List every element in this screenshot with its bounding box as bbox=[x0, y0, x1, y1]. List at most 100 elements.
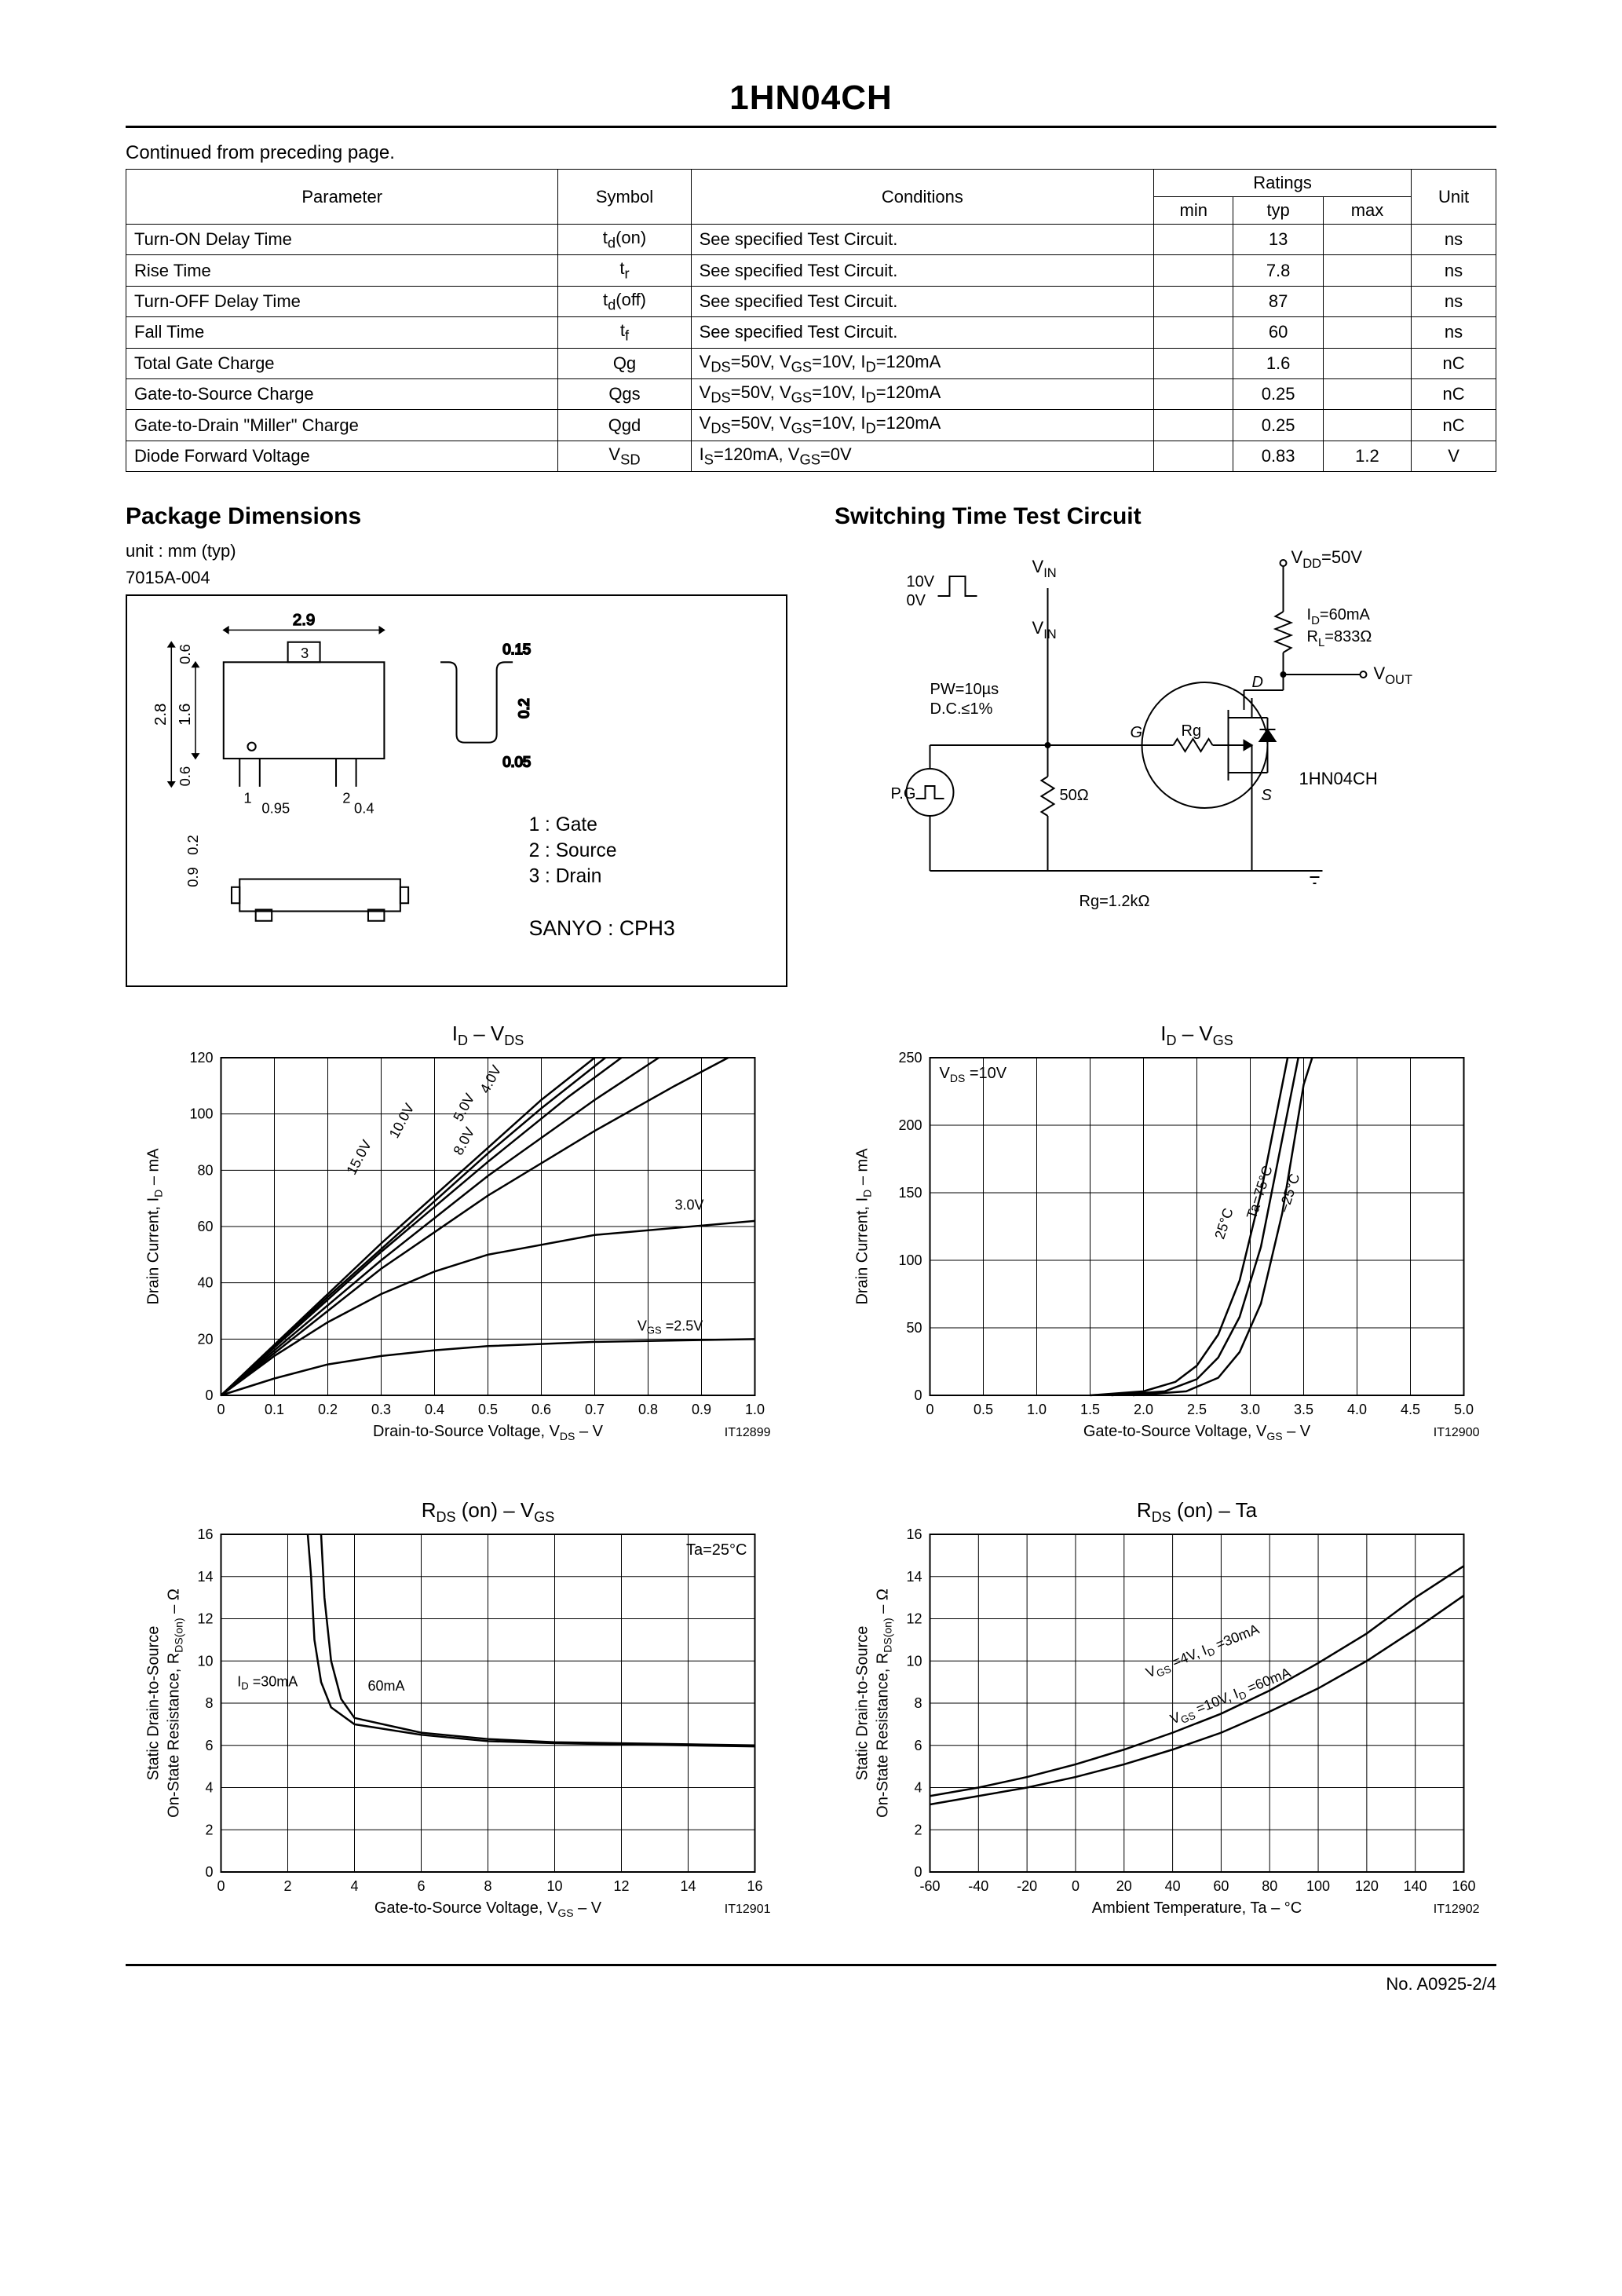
svg-text:Ambient Temperature, Ta – °C: Ambient Temperature, Ta – °C bbox=[1092, 1899, 1302, 1917]
svg-text:16: 16 bbox=[906, 1526, 922, 1542]
svg-text:120: 120 bbox=[1355, 1878, 1379, 1894]
svg-text:12: 12 bbox=[906, 1611, 922, 1627]
svg-text:6: 6 bbox=[417, 1878, 425, 1894]
th-conditions: Conditions bbox=[691, 170, 1154, 225]
svg-text:8: 8 bbox=[205, 1695, 213, 1711]
svg-text:20: 20 bbox=[1116, 1878, 1132, 1894]
svg-text:4: 4 bbox=[205, 1780, 213, 1796]
svg-text:60: 60 bbox=[197, 1219, 213, 1234]
svg-text:VDD=50V: VDD=50V bbox=[1291, 547, 1363, 571]
svg-text:0.4: 0.4 bbox=[425, 1402, 444, 1417]
svg-text:RDS (on) – Ta: RDS (on) – Ta bbox=[1137, 1498, 1258, 1525]
th-parameter: Parameter bbox=[126, 170, 558, 225]
svg-text:8: 8 bbox=[914, 1695, 922, 1711]
svg-text:ID=60mA: ID=60mA bbox=[1307, 606, 1371, 627]
svg-text:IT12901: IT12901 bbox=[725, 1903, 771, 1916]
svg-text:140: 140 bbox=[1404, 1878, 1427, 1894]
svg-text:G: G bbox=[1131, 724, 1143, 741]
svg-text:Ta=25°C: Ta=25°C bbox=[686, 1541, 747, 1559]
svg-text:3: 3 bbox=[301, 645, 309, 661]
svg-text:-40: -40 bbox=[968, 1878, 988, 1894]
svg-text:160: 160 bbox=[1452, 1878, 1475, 1894]
part-number: 1HN04CH bbox=[126, 79, 1496, 128]
svg-text:Drain Current, ID – mA: Drain Current, ID – mA bbox=[145, 1148, 165, 1305]
svg-text:0.95: 0.95 bbox=[261, 800, 290, 817]
svg-text:2.5: 2.5 bbox=[1187, 1402, 1207, 1417]
svg-text:6: 6 bbox=[205, 1738, 213, 1753]
svg-text:0.8: 0.8 bbox=[638, 1402, 658, 1417]
svg-text:10: 10 bbox=[906, 1653, 922, 1669]
svg-text:Static Drain-to-Source: Static Drain-to-Source bbox=[145, 1626, 163, 1781]
chart-rdson-ta: -60-40-200204060801001201401600246810121… bbox=[835, 1495, 1496, 1935]
th-unit: Unit bbox=[1412, 170, 1496, 225]
svg-text:Gate-to-Source Voltage, VGS: Gate-to-Source Voltage, VGS – V bbox=[1083, 1423, 1311, 1442]
svg-text:0.5: 0.5 bbox=[974, 1402, 993, 1417]
th-min: min bbox=[1154, 197, 1233, 225]
pkg-code: 7015A-004 bbox=[126, 568, 787, 588]
svg-text:0.6: 0.6 bbox=[177, 644, 193, 664]
svg-text:40: 40 bbox=[197, 1275, 213, 1291]
svg-text:0.2: 0.2 bbox=[184, 835, 201, 855]
th-ratings: Ratings bbox=[1154, 170, 1412, 197]
svg-text:0: 0 bbox=[926, 1402, 933, 1417]
svg-text:10V: 10V bbox=[907, 573, 935, 590]
svg-text:150: 150 bbox=[898, 1185, 922, 1201]
svg-text:80: 80 bbox=[197, 1162, 213, 1178]
svg-text:0.2: 0.2 bbox=[318, 1402, 338, 1417]
svg-text:1: 1 bbox=[243, 789, 251, 806]
svg-text:0: 0 bbox=[217, 1878, 225, 1894]
svg-text:3 : Drain: 3 : Drain bbox=[529, 866, 602, 887]
svg-text:0.5: 0.5 bbox=[478, 1402, 498, 1417]
svg-text:16: 16 bbox=[197, 1526, 213, 1542]
svg-text:0: 0 bbox=[217, 1402, 225, 1417]
svg-text:8: 8 bbox=[484, 1878, 491, 1894]
svg-text:14: 14 bbox=[680, 1878, 696, 1894]
svg-text:RL=833Ω: RL=833Ω bbox=[1307, 628, 1372, 649]
svg-text:250: 250 bbox=[898, 1050, 922, 1066]
svg-text:0: 0 bbox=[1072, 1878, 1080, 1894]
svg-text:0V: 0V bbox=[907, 592, 926, 609]
svg-text:100: 100 bbox=[898, 1252, 922, 1268]
svg-text:IT12902: IT12902 bbox=[1434, 1903, 1480, 1916]
svg-text:100: 100 bbox=[1306, 1878, 1330, 1894]
svg-text:2.8: 2.8 bbox=[152, 704, 170, 726]
svg-text:D.C.≤1%: D.C.≤1% bbox=[930, 700, 993, 718]
svg-text:10: 10 bbox=[546, 1878, 562, 1894]
svg-text:D: D bbox=[1252, 674, 1263, 691]
svg-text:RDS (on) – VGS: RDS (on) – VGS bbox=[422, 1498, 555, 1525]
svg-text:PW=10µs: PW=10µs bbox=[930, 681, 999, 698]
svg-text:1HN04CH: 1HN04CH bbox=[1299, 769, 1378, 788]
svg-text:0.9: 0.9 bbox=[692, 1402, 711, 1417]
svg-text:VDS =10V: VDS =10V bbox=[940, 1065, 1007, 1084]
svg-text:ID – VGS: ID – VGS bbox=[1160, 1022, 1233, 1048]
svg-text:0.6: 0.6 bbox=[532, 1402, 551, 1417]
svg-text:4.5: 4.5 bbox=[1401, 1402, 1420, 1417]
th-typ: typ bbox=[1233, 197, 1323, 225]
svg-text:1 : Gate: 1 : Gate bbox=[529, 814, 597, 835]
svg-text:1.0: 1.0 bbox=[745, 1402, 765, 1417]
svg-text:Drain-to-Source Voltage, VDS: Drain-to-Source Voltage, VDS – V bbox=[373, 1423, 604, 1442]
svg-text:3.0: 3.0 bbox=[1240, 1402, 1260, 1417]
package-drawing: 2.9 1.6 2.8 0.6 0.6 1 2 3 0.95 0.4 0 bbox=[126, 594, 787, 987]
th-max: max bbox=[1323, 197, 1411, 225]
svg-text:1.0: 1.0 bbox=[1027, 1402, 1047, 1417]
pkg-unit: unit : mm (typ) bbox=[126, 541, 787, 561]
svg-text:60: 60 bbox=[1213, 1878, 1229, 1894]
svg-text:120: 120 bbox=[189, 1050, 213, 1066]
svg-text:Gate-to-Source Voltage, VGS: Gate-to-Source Voltage, VGS – V bbox=[374, 1899, 602, 1919]
svg-text:-20: -20 bbox=[1017, 1878, 1037, 1894]
svg-text:Static Drain-to-Source: Static Drain-to-Source bbox=[854, 1626, 871, 1781]
svg-text:200: 200 bbox=[898, 1117, 922, 1133]
svg-text:4: 4 bbox=[914, 1780, 922, 1796]
svg-text:50Ω: 50Ω bbox=[1060, 787, 1089, 804]
svg-text:2.9: 2.9 bbox=[293, 611, 315, 629]
chart-id-vds: 00.10.20.30.40.50.60.70.80.91.0020406080… bbox=[126, 1018, 787, 1458]
svg-text:12: 12 bbox=[613, 1878, 629, 1894]
svg-text:40: 40 bbox=[1165, 1878, 1181, 1894]
svg-text:0.4: 0.4 bbox=[354, 800, 374, 817]
doc-number: No. A0925-2/4 bbox=[126, 1964, 1496, 1994]
svg-text:0: 0 bbox=[914, 1387, 922, 1403]
svg-text:0.1: 0.1 bbox=[265, 1402, 284, 1417]
continued-note: Continued from preceding page. bbox=[126, 142, 1496, 164]
svg-text:0.15: 0.15 bbox=[502, 641, 531, 657]
